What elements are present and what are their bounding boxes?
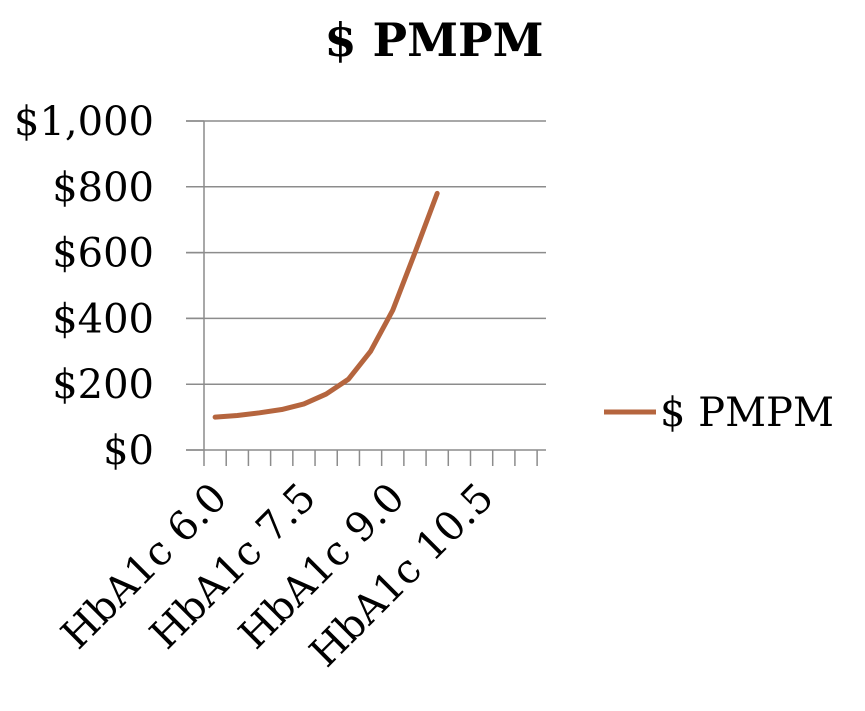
legend: $ PMPM bbox=[604, 390, 834, 436]
y-tick-label: $200 bbox=[52, 362, 154, 408]
legend-label: $ PMPM bbox=[660, 390, 834, 436]
axes bbox=[186, 120, 546, 466]
y-tick-label: $400 bbox=[52, 296, 154, 342]
gridlines bbox=[186, 120, 546, 385]
y-tick-label: $800 bbox=[52, 165, 154, 211]
y-tick-label: $1,000 bbox=[14, 99, 154, 145]
series-lines bbox=[212, 190, 440, 420]
y-tick-label: $600 bbox=[52, 231, 154, 277]
y-tick-label: $0 bbox=[103, 428, 154, 474]
chart-title: $ PMPM bbox=[324, 13, 543, 67]
y-tick-labels: $0 $200 $400 $600 $800 $1,000 bbox=[14, 99, 154, 474]
series-line bbox=[212, 190, 440, 420]
